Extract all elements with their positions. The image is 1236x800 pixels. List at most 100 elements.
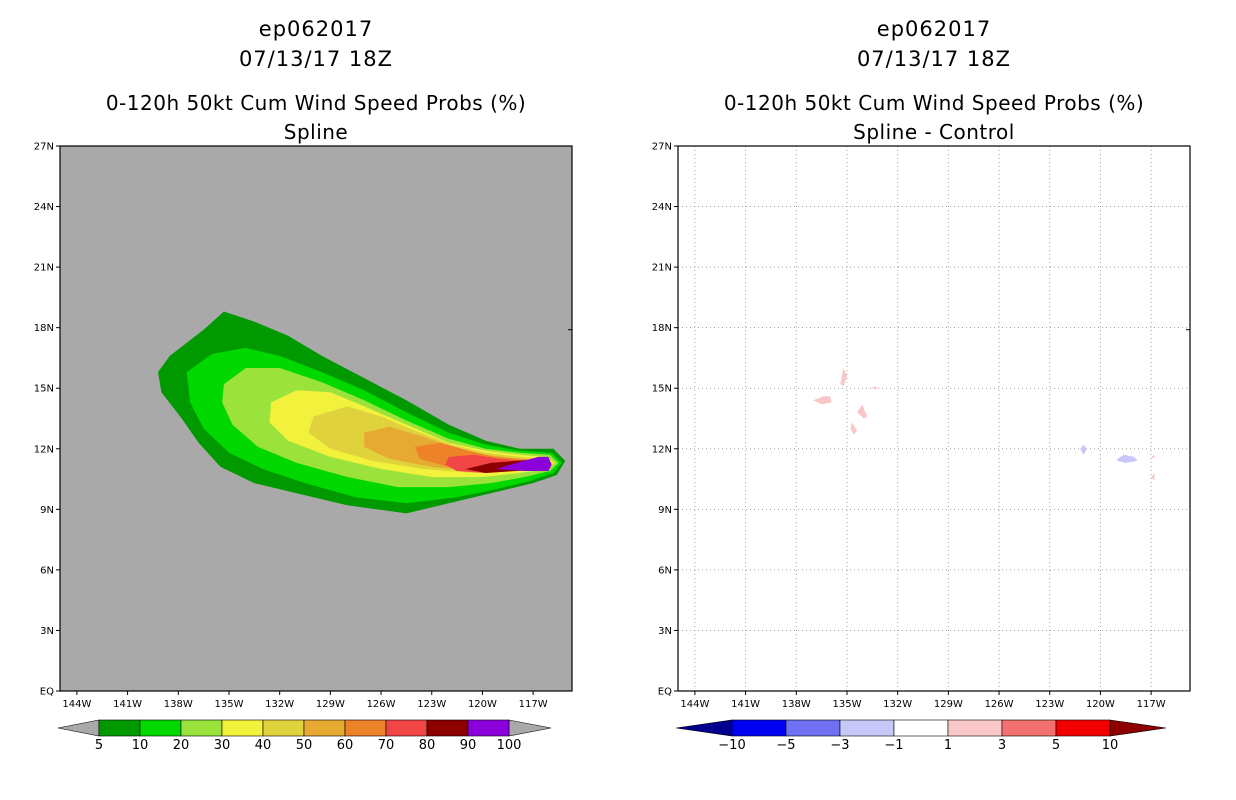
colorbar-swatch xyxy=(344,719,387,737)
x-tick-label: 144W xyxy=(680,699,709,710)
colorbar-swatch xyxy=(262,719,305,737)
contour-level-90 xyxy=(496,456,552,471)
y-tick-label: 18N xyxy=(652,323,672,334)
colorbar-label: 50 xyxy=(296,738,313,753)
x-tick-label: 138W xyxy=(164,699,193,710)
x-tick-label: 138W xyxy=(782,699,811,710)
x-tick-label: 135W xyxy=(214,699,243,710)
colorbar-swatch xyxy=(947,719,1003,737)
colorbar-swatch xyxy=(785,719,841,737)
colorbar-label: 90 xyxy=(460,738,477,753)
y-tick-label: 18N xyxy=(34,323,54,334)
colorbar-swatch xyxy=(426,719,469,737)
colorbar-swatch xyxy=(139,719,182,737)
colorbar-label: −3 xyxy=(830,738,849,753)
contour-level-minus-1 xyxy=(1117,454,1138,463)
colorbar-swatch xyxy=(221,719,264,737)
x-tick-label: 144W xyxy=(62,699,91,710)
x-tick-label: 129W xyxy=(934,699,963,710)
colorbar-high-arrow xyxy=(1109,719,1167,737)
colorbar-label: 10 xyxy=(1102,738,1119,753)
left-title-product: 0-120h 50kt Cum Wind Speed Probs (%) xyxy=(105,91,527,115)
y-tick-label: 3N xyxy=(658,626,672,637)
contour-level-1 xyxy=(1151,454,1155,459)
colorbar-label: 70 xyxy=(378,738,395,753)
y-tick-label: 6N xyxy=(658,565,672,576)
colorbar-label: −10 xyxy=(718,738,745,753)
colorbar-swatch xyxy=(839,719,895,737)
y-tick-label: 21N xyxy=(34,263,54,274)
y-tick-label: 27N xyxy=(652,142,672,153)
y-tick-label: 9N xyxy=(40,505,54,516)
colorbar-label: 20 xyxy=(173,738,190,753)
y-tick-label: 9N xyxy=(658,505,672,516)
left-title-storm: ep062017 xyxy=(258,17,374,41)
colorbar-label: 80 xyxy=(419,738,436,753)
colorbar-label: 5 xyxy=(1052,738,1060,753)
y-tick-label: 6N xyxy=(40,565,54,576)
colorbar-label: 30 xyxy=(214,738,231,753)
x-tick-label: 126W xyxy=(985,699,1014,710)
colorbar-label: −5 xyxy=(776,738,795,753)
y-tick-label: 3N xyxy=(40,626,54,637)
plot-frame xyxy=(677,145,1191,692)
x-tick-label: 132W xyxy=(883,699,912,710)
y-tick-label: 12N xyxy=(652,444,672,455)
colorbar-swatch xyxy=(303,719,346,737)
y-tick-label: EQ xyxy=(658,687,672,698)
right-title-product: 0-120h 50kt Cum Wind Speed Probs (%) xyxy=(723,91,1145,115)
right-title-storm: ep062017 xyxy=(876,17,992,41)
x-tick-label: 117W xyxy=(519,699,548,710)
contour-level-1 xyxy=(813,396,832,405)
right-title-datetime: 07/13/17 18Z xyxy=(856,47,1012,71)
colorbar-high-arrow xyxy=(508,719,552,737)
colorbar-label: −1 xyxy=(884,738,903,753)
y-tick-label: 21N xyxy=(652,263,672,274)
colorbar-swatch xyxy=(1055,719,1111,737)
x-tick-label: 126W xyxy=(367,699,396,710)
x-tick-label: 141W xyxy=(113,699,142,710)
colorbar-label: 40 xyxy=(255,738,272,753)
colorbar-label: 1 xyxy=(944,738,952,753)
plot-background xyxy=(678,146,1190,691)
x-tick-label: 132W xyxy=(265,699,294,710)
y-tick-label: 15N xyxy=(34,384,54,395)
colorbar-swatch xyxy=(893,719,949,737)
x-tick-label: 129W xyxy=(316,699,345,710)
colorbar-label: 3 xyxy=(998,738,1006,753)
colorbar-label: 100 xyxy=(497,738,522,753)
contour-level-1 xyxy=(857,404,868,419)
y-tick-label: 24N xyxy=(652,202,672,213)
left-title-subtitle: Spline xyxy=(283,120,349,144)
contour-level-1 xyxy=(1151,473,1155,482)
left-probability-map: 144W 141W 138W 135W 132W 129W 126W 123W 120W 117W… xyxy=(34,142,573,753)
x-tick-label: 123W xyxy=(417,699,446,710)
colorbar-label: 60 xyxy=(337,738,354,753)
colorbar-low-arrow xyxy=(675,719,733,737)
colorbar-low-arrow xyxy=(57,719,100,737)
plot-frame xyxy=(59,145,573,692)
y-tick-label: 27N xyxy=(34,142,54,153)
x-tick-label: 117W xyxy=(1137,699,1166,710)
y-tick-label: 15N xyxy=(652,384,672,395)
left-title-datetime: 07/13/17 18Z xyxy=(238,47,394,71)
right-difference-map: 144W 141W 138W 135W 132W 129W 126W 123W 120W 117W… xyxy=(652,142,1191,753)
x-tick-label: 135W xyxy=(832,699,861,710)
colorbar-swatch xyxy=(385,719,428,737)
colorbar-label: 10 xyxy=(132,738,149,753)
x-tick-label: 141W xyxy=(731,699,760,710)
colorbar-swatch xyxy=(98,719,141,737)
right-title-subtitle: Spline - Control xyxy=(853,120,1015,144)
y-tick-label: 24N xyxy=(34,202,54,213)
y-tick-label: EQ xyxy=(40,687,54,698)
x-tick-label: 120W xyxy=(1086,699,1115,710)
contour-level-1 xyxy=(850,422,858,435)
colorbar-swatch xyxy=(467,719,510,737)
colorbar-swatch xyxy=(180,719,223,737)
contour-level-1 xyxy=(840,368,847,387)
colorbar-swatch xyxy=(1001,719,1057,737)
x-tick-label: 120W xyxy=(468,699,497,710)
x-tick-label: 123W xyxy=(1035,699,1064,710)
contour-level-minus-1 xyxy=(1080,444,1087,455)
contour-level-1 xyxy=(870,386,878,390)
